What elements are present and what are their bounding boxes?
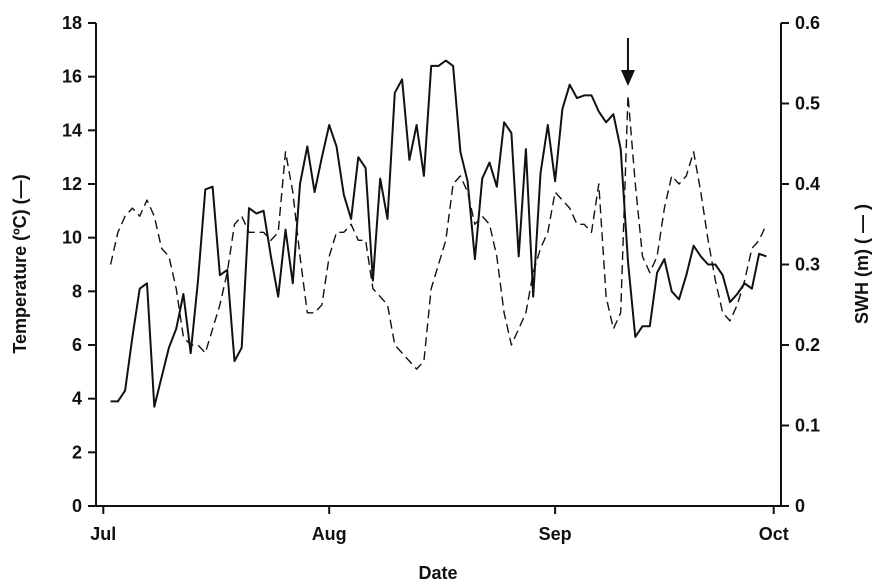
y-left-tick-label: 8 <box>72 281 82 301</box>
y-right-tick-label: 0.5 <box>795 94 820 114</box>
y-right-tick-label: 0 <box>795 496 805 516</box>
annotation-arrow-head <box>620 70 635 86</box>
y-left-tick-label: 18 <box>62 13 82 33</box>
y-left-tick-label: 2 <box>72 442 82 462</box>
x-tick-label: Sep <box>539 524 572 544</box>
swh-series-line <box>109 94 768 370</box>
x-axis-title: Date <box>418 563 457 582</box>
y-right-tick-label: 0.4 <box>795 174 820 194</box>
x-tick-label: Jul <box>90 524 116 544</box>
y-right-tick-label: 0.3 <box>795 255 820 275</box>
y-left-tick-label: 12 <box>62 174 82 194</box>
y-left-tick-label: 4 <box>72 389 82 409</box>
temperature-series-line <box>110 59 767 408</box>
y-left-tick-label: 16 <box>62 67 82 87</box>
y-left-tick-label: 6 <box>72 335 82 355</box>
y-right-tick-label: 0.6 <box>795 13 820 33</box>
y-left-tick-label: 14 <box>62 120 82 140</box>
x-tick-label: Oct <box>759 524 789 544</box>
y-right-axis-title: SWH (m) ( — ) <box>852 204 872 324</box>
y-left-axis-title: Temperature (ºC) (—) <box>10 174 30 353</box>
series-layer <box>109 59 768 408</box>
x-tick-label: Aug <box>312 524 347 544</box>
y-right-tick-label: 0.2 <box>795 335 820 355</box>
y-left-tick-label: 10 <box>62 228 82 248</box>
annotation-layer <box>620 38 635 86</box>
y-right-tick-label: 0.1 <box>795 416 820 436</box>
y-left-tick-label: 0 <box>72 496 82 516</box>
axes: 0 2 4 6 8 10 12 14 16 18 0 0.1 0.2 0.3 0.4 0.5 0.6 Jul Aug… <box>62 13 820 544</box>
